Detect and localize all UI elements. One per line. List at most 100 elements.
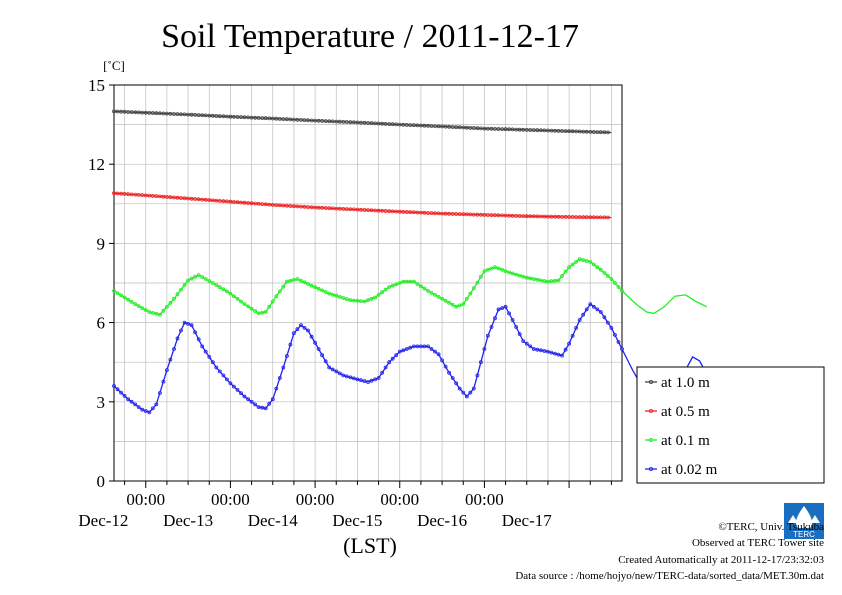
series-point xyxy=(546,349,550,354)
series-point xyxy=(598,215,603,220)
series-point xyxy=(214,114,219,118)
series-point xyxy=(549,214,554,219)
series-point xyxy=(429,211,434,216)
series-point xyxy=(549,279,554,284)
series-point xyxy=(313,285,318,290)
series-point xyxy=(214,365,219,370)
series-point xyxy=(143,193,148,198)
series-point xyxy=(207,113,212,118)
series-point xyxy=(341,120,346,124)
series-point xyxy=(436,294,441,299)
series-point xyxy=(369,208,374,213)
series-point xyxy=(358,207,363,212)
series-point xyxy=(609,277,614,281)
series-point xyxy=(549,128,554,133)
series-point xyxy=(457,125,462,130)
series-point xyxy=(193,197,198,201)
series-point xyxy=(313,205,318,210)
series-point xyxy=(436,352,441,357)
series-point xyxy=(496,127,501,131)
series-point xyxy=(443,364,448,369)
series-point xyxy=(122,109,127,114)
series-point xyxy=(313,118,318,123)
series-3 xyxy=(112,302,729,416)
series-point xyxy=(249,306,254,311)
series-point xyxy=(394,209,399,214)
series-point xyxy=(323,206,328,210)
series-point xyxy=(415,282,420,286)
series-point xyxy=(242,302,247,307)
y-axis-unit-label: [˚C] xyxy=(103,58,125,73)
series-point xyxy=(140,110,145,115)
series-point xyxy=(267,116,272,121)
series-point xyxy=(517,273,522,278)
series-point xyxy=(454,381,459,386)
series-point xyxy=(362,120,367,125)
series-point xyxy=(433,211,437,216)
series-point xyxy=(334,293,339,298)
series-point xyxy=(147,410,152,415)
series-point xyxy=(154,194,159,199)
series-point xyxy=(517,127,522,132)
series-point xyxy=(560,214,564,219)
series-point xyxy=(168,111,173,116)
series-point xyxy=(186,112,191,117)
series-point xyxy=(341,206,346,211)
series-point xyxy=(524,214,529,219)
series-0 xyxy=(112,109,612,135)
series-point xyxy=(164,368,169,373)
series-point xyxy=(129,110,134,114)
series-line xyxy=(113,110,612,134)
series-point xyxy=(172,296,176,301)
series-point xyxy=(447,370,452,375)
series-point xyxy=(217,285,222,290)
series-point xyxy=(235,387,240,392)
series-point xyxy=(239,115,243,119)
series-point xyxy=(404,279,409,284)
series-point xyxy=(362,379,367,384)
series-point xyxy=(323,290,328,294)
series-point xyxy=(119,109,123,114)
series-point xyxy=(528,344,533,349)
series-point xyxy=(295,204,300,209)
series-point xyxy=(440,124,445,129)
series-point xyxy=(531,128,536,133)
series-point xyxy=(320,288,325,293)
series-point xyxy=(556,128,561,133)
series-point xyxy=(136,405,141,410)
series-point xyxy=(179,196,183,200)
series-point xyxy=(334,369,339,374)
series-point xyxy=(277,289,282,294)
chart-legend: at 1.0 m at 0.5 m at 0.1 m at 0.02 m xyxy=(636,366,825,484)
series-point xyxy=(447,211,452,216)
series-point xyxy=(457,303,462,308)
series-point xyxy=(606,274,610,278)
y-tick-label: 6 xyxy=(97,314,106,333)
series-point xyxy=(613,281,617,285)
y-tick-label: 3 xyxy=(97,393,106,412)
logo-text: TERC xyxy=(793,530,815,539)
series-point xyxy=(263,310,268,314)
series-point xyxy=(291,204,296,209)
series-point xyxy=(288,278,293,283)
data-source-credit: Data source : /home/hojyo/new/TERC-data/… xyxy=(515,570,824,582)
series-point xyxy=(288,342,293,347)
series-point xyxy=(355,120,360,125)
x-time-label: 00:00 xyxy=(126,490,165,509)
series-point xyxy=(478,360,483,365)
series-point xyxy=(122,191,127,196)
series-point xyxy=(320,205,325,210)
series-point xyxy=(415,210,420,215)
x-date-label: Dec-15 xyxy=(332,511,382,530)
series-point xyxy=(203,197,208,202)
series-point xyxy=(542,128,547,133)
series-layer xyxy=(112,109,729,416)
series-point xyxy=(366,121,370,125)
series-point xyxy=(369,378,374,383)
series-point xyxy=(546,128,550,133)
y-tick-label: 9 xyxy=(97,234,106,253)
series-point xyxy=(320,353,325,358)
series-point xyxy=(157,312,162,317)
series-point xyxy=(464,212,469,217)
series-point xyxy=(436,211,441,216)
